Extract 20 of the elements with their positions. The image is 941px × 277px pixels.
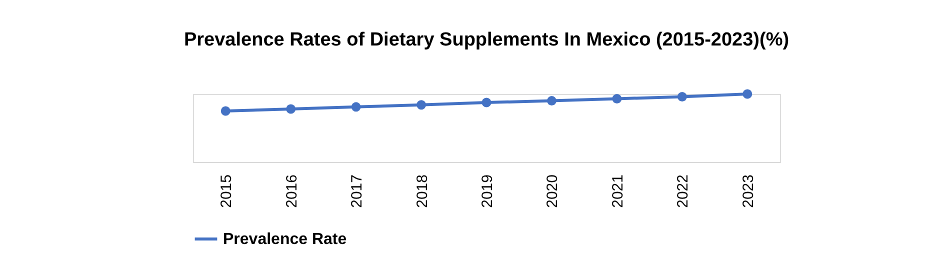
point [482, 98, 492, 108]
x-tick-label: 2017 [348, 174, 366, 208]
legend-label: Prevalence Rate [223, 231, 347, 248]
x-tick-label: 2015 [218, 174, 236, 208]
x-tick-label: 2020 [544, 174, 562, 208]
x-tick-label: 2023 [740, 174, 757, 208]
point [742, 89, 752, 99]
point [546, 96, 556, 106]
point [351, 102, 361, 112]
x-tick-label: 2018 [414, 174, 431, 208]
point [416, 100, 426, 110]
x-tick-label: 2019 [479, 174, 496, 208]
point [286, 104, 296, 114]
x-tick-label: 2016 [283, 174, 300, 208]
point [677, 92, 687, 102]
chart-title: Prevalence Rates of Dietary Supplements In Mexico (2015-2023)(%) [184, 29, 790, 50]
point [220, 106, 230, 116]
x-tick-label: 2021 [609, 174, 626, 208]
x-tick-label: 2022 [674, 174, 692, 208]
point [612, 94, 622, 104]
